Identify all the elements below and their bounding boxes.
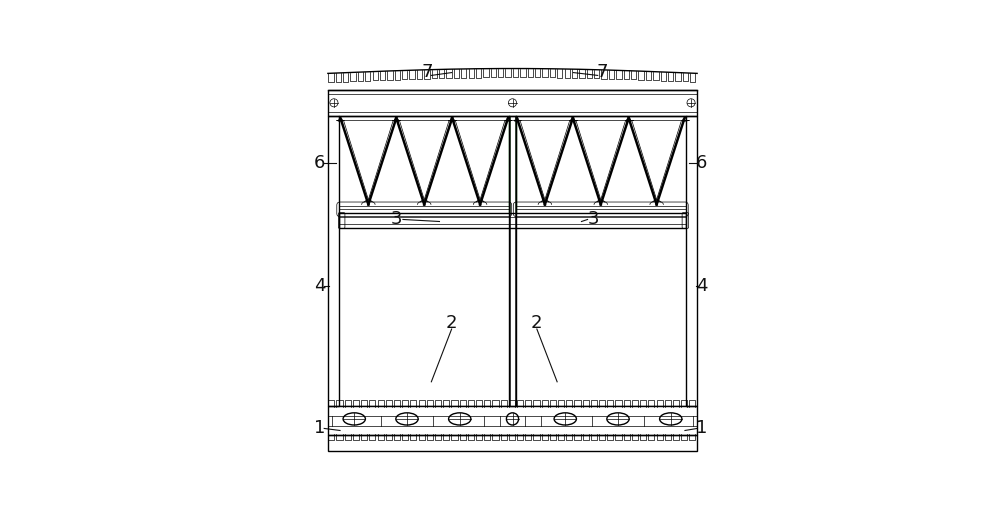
Text: 6: 6 (696, 154, 707, 172)
Bar (339, 228, 509, 406)
Bar (328, 116, 339, 406)
Text: 1: 1 (314, 419, 326, 437)
Text: 7: 7 (422, 63, 433, 81)
Text: 2: 2 (531, 314, 543, 332)
Bar (339, 213, 686, 228)
Bar (328, 406, 697, 435)
Bar (509, 116, 516, 406)
Text: 3: 3 (588, 210, 599, 229)
Text: 7: 7 (596, 63, 608, 81)
Bar (328, 90, 697, 116)
Text: 1: 1 (696, 419, 707, 437)
Bar (686, 116, 697, 406)
Bar (516, 228, 686, 406)
Text: 3: 3 (391, 210, 403, 229)
Text: 2: 2 (446, 314, 457, 332)
Text: 6: 6 (314, 154, 325, 172)
Text: 4: 4 (314, 277, 325, 296)
Text: 4: 4 (696, 277, 707, 296)
Bar (328, 435, 697, 451)
